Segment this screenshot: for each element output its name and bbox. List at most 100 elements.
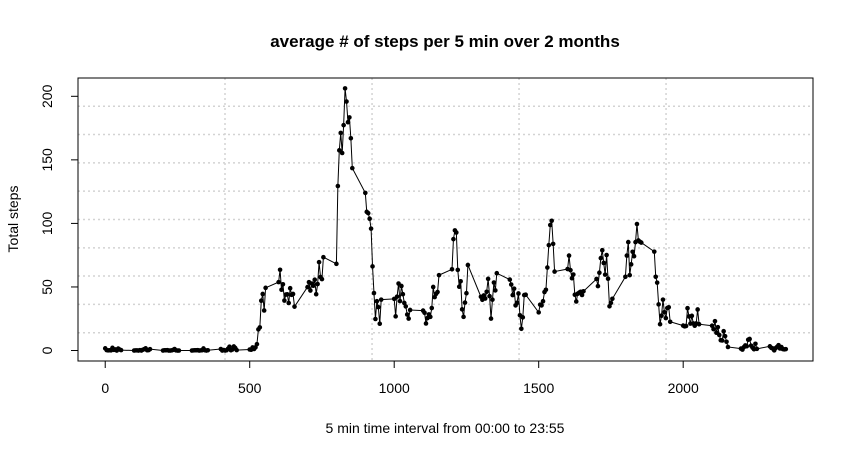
y-tick-label: 50	[39, 279, 55, 295]
data-point	[754, 346, 760, 352]
data-point	[464, 290, 469, 296]
data-point	[573, 299, 579, 304]
data-point	[627, 272, 633, 278]
data-point	[428, 314, 433, 320]
data-point	[280, 281, 286, 287]
data-point	[258, 298, 264, 303]
data-point	[435, 289, 440, 295]
data-point	[336, 148, 342, 153]
data-point	[490, 297, 495, 302]
data-point	[254, 341, 260, 347]
data-point	[277, 267, 283, 273]
data-point	[321, 254, 326, 260]
data-point	[717, 332, 722, 338]
data-point	[363, 190, 368, 196]
data-point	[370, 264, 375, 269]
data-point	[715, 324, 721, 330]
data-point	[638, 240, 644, 245]
data-point	[709, 323, 715, 329]
data-point	[689, 313, 695, 319]
data-point	[696, 321, 702, 327]
x-tick-label: 1000	[379, 380, 410, 396]
data-point	[549, 218, 555, 224]
data-point	[550, 241, 556, 247]
data-point	[342, 86, 348, 91]
data-point	[347, 115, 352, 120]
data-point	[712, 318, 718, 324]
data-point	[484, 289, 489, 295]
data-point	[429, 305, 435, 311]
chart-title: average # of steps per 5 min over 2 mont…	[270, 32, 620, 51]
data-point	[507, 277, 513, 282]
data-point	[511, 286, 517, 291]
data-point	[628, 262, 634, 267]
data-point	[465, 262, 471, 268]
data-point	[683, 323, 689, 329]
data-point	[604, 252, 609, 258]
data-point	[744, 343, 750, 349]
data-point	[659, 313, 664, 318]
data-point	[654, 280, 660, 285]
data-point	[234, 347, 240, 353]
data-point	[547, 222, 553, 228]
data-point	[350, 165, 355, 171]
data-point	[568, 267, 573, 273]
data-point	[594, 276, 599, 282]
data-point	[451, 236, 456, 242]
data-point	[625, 239, 631, 245]
data-point	[608, 300, 614, 306]
data-point	[482, 296, 488, 301]
data-point	[118, 347, 124, 353]
data-point	[282, 298, 287, 303]
data-point	[454, 230, 459, 235]
data-point	[493, 288, 498, 293]
data-point	[341, 122, 346, 128]
data-point	[205, 347, 211, 353]
plot-frame	[77, 77, 814, 362]
data-point	[601, 260, 607, 266]
data-point	[407, 307, 413, 313]
data-point	[516, 291, 521, 296]
data-point	[374, 298, 380, 304]
x-tick-label: 1500	[523, 380, 554, 396]
data-point	[494, 270, 500, 276]
data-point	[711, 326, 716, 332]
data-point	[540, 298, 546, 304]
data-point	[666, 304, 672, 310]
data-point	[667, 319, 673, 325]
data-point	[257, 325, 263, 330]
data-point	[260, 291, 266, 297]
data-point	[519, 326, 524, 332]
data-point	[455, 267, 461, 273]
x-tick-label: 0	[101, 380, 109, 396]
data-point	[539, 303, 544, 308]
data-point	[783, 346, 789, 352]
data-point	[605, 276, 611, 281]
data-point	[459, 307, 465, 312]
data-point	[653, 274, 659, 280]
data-point	[488, 316, 494, 321]
data-point	[406, 316, 411, 321]
data-point	[373, 316, 378, 322]
data-point	[371, 290, 377, 296]
data-point	[571, 272, 576, 277]
data-point	[430, 284, 436, 290]
data-point	[345, 119, 351, 125]
data-point	[402, 300, 407, 306]
data-point	[394, 294, 400, 299]
data-point	[344, 99, 349, 104]
data-point	[276, 279, 281, 285]
data-point	[630, 249, 635, 255]
data-point	[514, 300, 520, 306]
data-point	[721, 328, 726, 334]
data-point	[368, 226, 374, 231]
data-point	[286, 300, 292, 306]
data-point	[663, 315, 669, 321]
data-point	[724, 339, 729, 345]
data-point	[334, 261, 339, 267]
data-point	[305, 284, 310, 290]
data-point	[313, 291, 319, 297]
